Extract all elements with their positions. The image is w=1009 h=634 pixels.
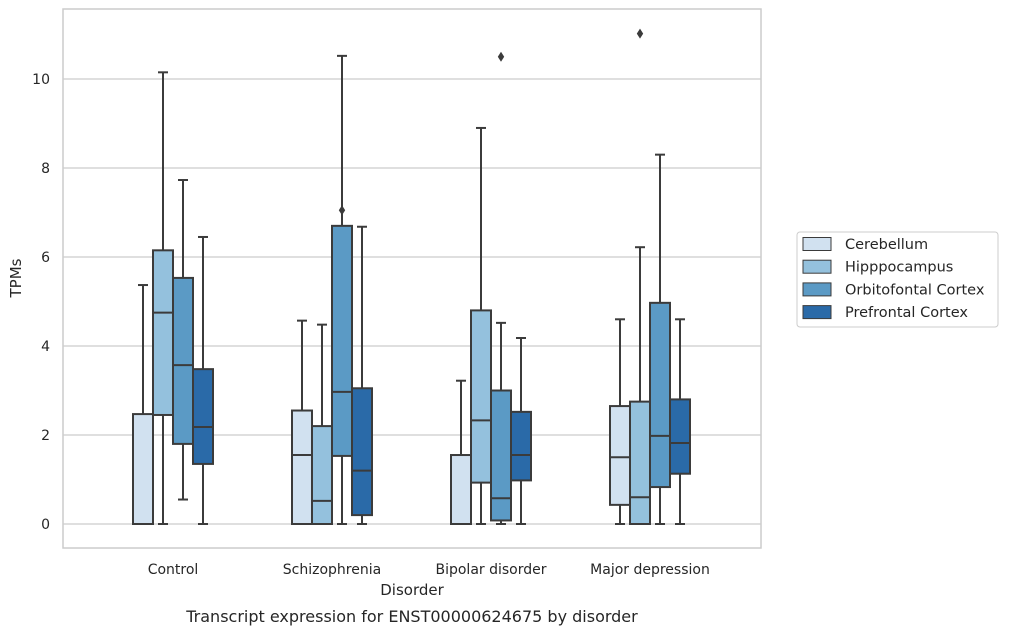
box-body (490, 389, 512, 522)
x-tick-label: Major depression (590, 562, 710, 578)
box-0-2 (172, 179, 194, 501)
boxes-layer (132, 28, 691, 526)
y-axis-label: TPMs (7, 258, 25, 298)
box-2-1 (470, 126, 492, 525)
y-tick-label: 2 (41, 428, 50, 444)
outlier-point (338, 205, 346, 216)
box-1-0 (291, 319, 313, 525)
box-body (132, 413, 154, 525)
x-axis-label: Disorder (380, 581, 444, 599)
box-3-0 (609, 318, 631, 525)
legend-label: Orbitofontal Cortex (845, 282, 985, 298)
box-body (669, 398, 691, 475)
legend-swatch (802, 282, 832, 297)
box-3-3 (669, 318, 691, 525)
box-body (450, 454, 472, 525)
outlier-point (636, 28, 644, 39)
legend-label: Prefrontal Cortex (845, 305, 968, 321)
x-tick-label: Bipolar disorder (435, 562, 546, 578)
box-body (609, 405, 631, 506)
legend-frame (796, 231, 999, 328)
box-2-0 (450, 379, 472, 525)
box-1-2 (331, 54, 353, 525)
box-1-3 (351, 225, 373, 525)
legend-label: Hipppocampus (845, 260, 953, 276)
box-0-0 (132, 284, 154, 525)
legend-label: Cerebellum (845, 237, 928, 253)
box-body (152, 249, 174, 416)
y-tick-labels: 0 2 4 6 8 10 (32, 72, 50, 533)
box-body (351, 387, 373, 517)
x-tick-labels: Control Schizophrenia Bipolar disorder Majo… (148, 562, 710, 578)
y-tick-label: 10 (32, 72, 50, 88)
legend: Cerebellum Hipppocampus Orbitofontal Corte… (796, 231, 999, 328)
box-body (470, 309, 492, 484)
box-0-3 (192, 235, 214, 525)
box-body (291, 409, 313, 525)
y-tick-label: 0 (41, 517, 50, 533)
box-1-1 (311, 323, 333, 526)
legend-swatch (802, 237, 832, 251)
box-0-1 (152, 71, 174, 525)
box-body (172, 276, 194, 445)
box-body (192, 368, 214, 465)
box-body (510, 410, 532, 482)
legend-swatch (802, 259, 832, 274)
outlier-point (497, 51, 505, 62)
box-body (649, 301, 671, 489)
y-tick-label: 6 (41, 250, 50, 266)
legend-swatch (802, 305, 832, 320)
x-tick-label: Schizophrenia (283, 562, 381, 578)
box-body (311, 425, 333, 526)
box-body (331, 224, 353, 457)
chart-caption: Transcript expression for ENST0000062467… (185, 607, 638, 626)
plot-frame (62, 8, 762, 549)
box-body (629, 400, 651, 525)
x-tick-label: Control (148, 562, 199, 578)
box-2-3 (510, 336, 532, 525)
box-3-2 (649, 153, 671, 525)
y-tick-label: 4 (41, 339, 50, 355)
y-tick-label: 8 (41, 161, 50, 177)
